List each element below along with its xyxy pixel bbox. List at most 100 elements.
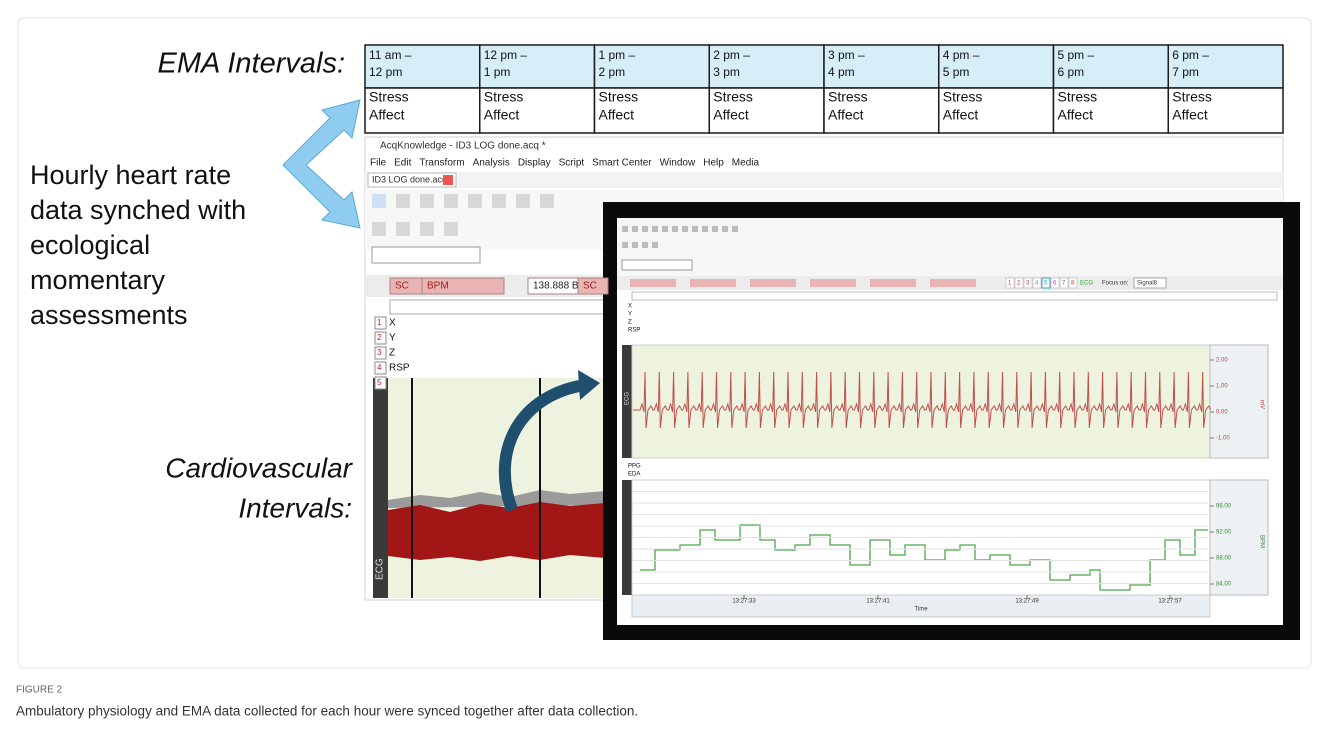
measure: Affect bbox=[828, 107, 864, 123]
measure: Stress bbox=[1058, 89, 1098, 105]
tool-icon bbox=[516, 194, 530, 208]
interval-start: 2 pm – bbox=[713, 48, 750, 62]
time-label: 13:27:57 bbox=[1158, 599, 1182, 605]
inset-channel: X bbox=[628, 304, 632, 310]
interval-start: 12 pm – bbox=[484, 48, 528, 62]
time-label: 13:27:41 bbox=[866, 599, 890, 605]
inset-strip bbox=[622, 480, 632, 595]
ecg-tick-label: 0.00 bbox=[1216, 410, 1228, 416]
bpm-tick-label: 92.00 bbox=[1216, 530, 1232, 536]
tool-icon bbox=[540, 194, 554, 208]
inset-control bbox=[630, 279, 676, 287]
menu-item[interactable]: Help bbox=[703, 158, 724, 169]
measure: Affect bbox=[484, 107, 520, 123]
menu-item[interactable]: Edit bbox=[394, 158, 411, 169]
sync-label: momentary bbox=[30, 265, 166, 295]
inset-tool bbox=[652, 242, 658, 248]
tool-icon bbox=[372, 222, 386, 236]
inset-control bbox=[870, 279, 916, 287]
sync-label: Hourly heart rate bbox=[30, 160, 231, 190]
menu-item[interactable]: Transform bbox=[419, 158, 464, 169]
tool-icon bbox=[492, 194, 506, 208]
measure: Stress bbox=[943, 89, 983, 105]
inset-tool bbox=[692, 226, 698, 232]
ecg-plot bbox=[388, 378, 605, 598]
inset-lower-channel: EDA bbox=[628, 472, 640, 478]
inset-tool bbox=[622, 226, 628, 232]
tool-icon bbox=[468, 194, 482, 208]
inset-control bbox=[810, 279, 856, 287]
channel-name: Z bbox=[389, 348, 395, 359]
caption-label: FIGURE 2 bbox=[16, 685, 63, 696]
interval-start: 1 pm – bbox=[599, 48, 636, 62]
measure: Affect bbox=[1058, 107, 1094, 123]
menu-item[interactable]: Analysis bbox=[473, 158, 510, 169]
interval-start: 3 pm – bbox=[828, 48, 865, 62]
inset-ecg-label: ECG bbox=[625, 392, 631, 405]
interval-end: 2 pm bbox=[599, 65, 626, 79]
menu-item[interactable]: Script bbox=[559, 158, 585, 169]
inset-tool bbox=[632, 242, 638, 248]
interval-start: 5 pm – bbox=[1058, 48, 1095, 62]
channel-name: Y bbox=[389, 333, 396, 344]
sync-label: data synched with bbox=[30, 195, 246, 225]
ema-label: EMA Intervals: bbox=[158, 48, 345, 80]
interval-start: 11 am – bbox=[369, 48, 412, 62]
interval-end: 7 pm bbox=[1172, 65, 1199, 79]
measure: Stress bbox=[828, 89, 868, 105]
focus-label: Focus on: bbox=[1102, 281, 1129, 287]
ecg-label: ECG bbox=[375, 558, 386, 580]
channel-number: 3 bbox=[377, 348, 382, 357]
cardio-label: Cardiovascular bbox=[165, 452, 353, 483]
cardio-label: Intervals: bbox=[238, 492, 352, 523]
menu-item[interactable]: Window bbox=[660, 158, 696, 169]
channel-name: X bbox=[389, 318, 396, 329]
tool-icon bbox=[420, 222, 434, 236]
ecg-band bbox=[388, 502, 605, 561]
channel-number: 5 bbox=[377, 378, 382, 387]
measure: Stress bbox=[1172, 89, 1212, 105]
inset-channel: Z bbox=[628, 320, 632, 326]
tool-icon bbox=[396, 194, 410, 208]
inset-tool bbox=[722, 226, 728, 232]
inset-lower-channel: PPG bbox=[628, 464, 641, 470]
menu-item[interactable]: Display bbox=[518, 158, 551, 169]
measure: Stress bbox=[484, 89, 524, 105]
tool-icon bbox=[444, 194, 458, 208]
inset-tool bbox=[622, 242, 628, 248]
bpm-tick-label: 96.00 bbox=[1216, 504, 1232, 510]
channel-control-text: SC bbox=[583, 281, 597, 292]
sync-label: ecological bbox=[30, 230, 150, 260]
interval-end: 5 pm bbox=[943, 65, 970, 79]
interval-end: 3 pm bbox=[713, 65, 740, 79]
time-label: 13:27:33 bbox=[732, 599, 756, 605]
inset-search bbox=[622, 260, 692, 270]
interval-end: 6 pm bbox=[1058, 65, 1085, 79]
inset-tool bbox=[712, 226, 718, 232]
caption-text: Ambulatory physiology and EMA data colle… bbox=[16, 704, 638, 719]
channel-number: 2 bbox=[377, 333, 382, 342]
channel-control-text: SC bbox=[395, 281, 409, 292]
measure: Affect bbox=[599, 107, 635, 123]
inset-ecg-plot bbox=[632, 345, 1210, 458]
focus-value: Signal8 bbox=[1137, 281, 1158, 287]
menu-item[interactable]: Smart Center bbox=[592, 158, 652, 169]
tool-icon bbox=[372, 194, 386, 208]
time-axis-label: Time bbox=[914, 607, 928, 613]
tool-icon bbox=[444, 222, 458, 236]
window-title: AcqKnowledge - ID3 LOG done.acq * bbox=[380, 141, 546, 152]
measure: Affect bbox=[369, 107, 405, 123]
menu-item[interactable]: File bbox=[370, 158, 387, 169]
tool-icon bbox=[396, 222, 410, 236]
inset-tool bbox=[642, 226, 648, 232]
ecg-tick-label: 2.00 bbox=[1216, 358, 1228, 364]
menu-item[interactable]: Media bbox=[732, 158, 760, 169]
inset-tool bbox=[682, 226, 688, 232]
page: { "ema": { "label": "EMA Intervals:", "i… bbox=[0, 0, 1329, 742]
channel-control-text: BPM bbox=[427, 281, 449, 292]
time-label: 13:27:49 bbox=[1015, 599, 1039, 605]
channel-number: 4 bbox=[377, 363, 382, 372]
interval-end: 4 pm bbox=[828, 65, 855, 79]
inset-tool bbox=[732, 226, 738, 232]
measure: Stress bbox=[713, 89, 753, 105]
